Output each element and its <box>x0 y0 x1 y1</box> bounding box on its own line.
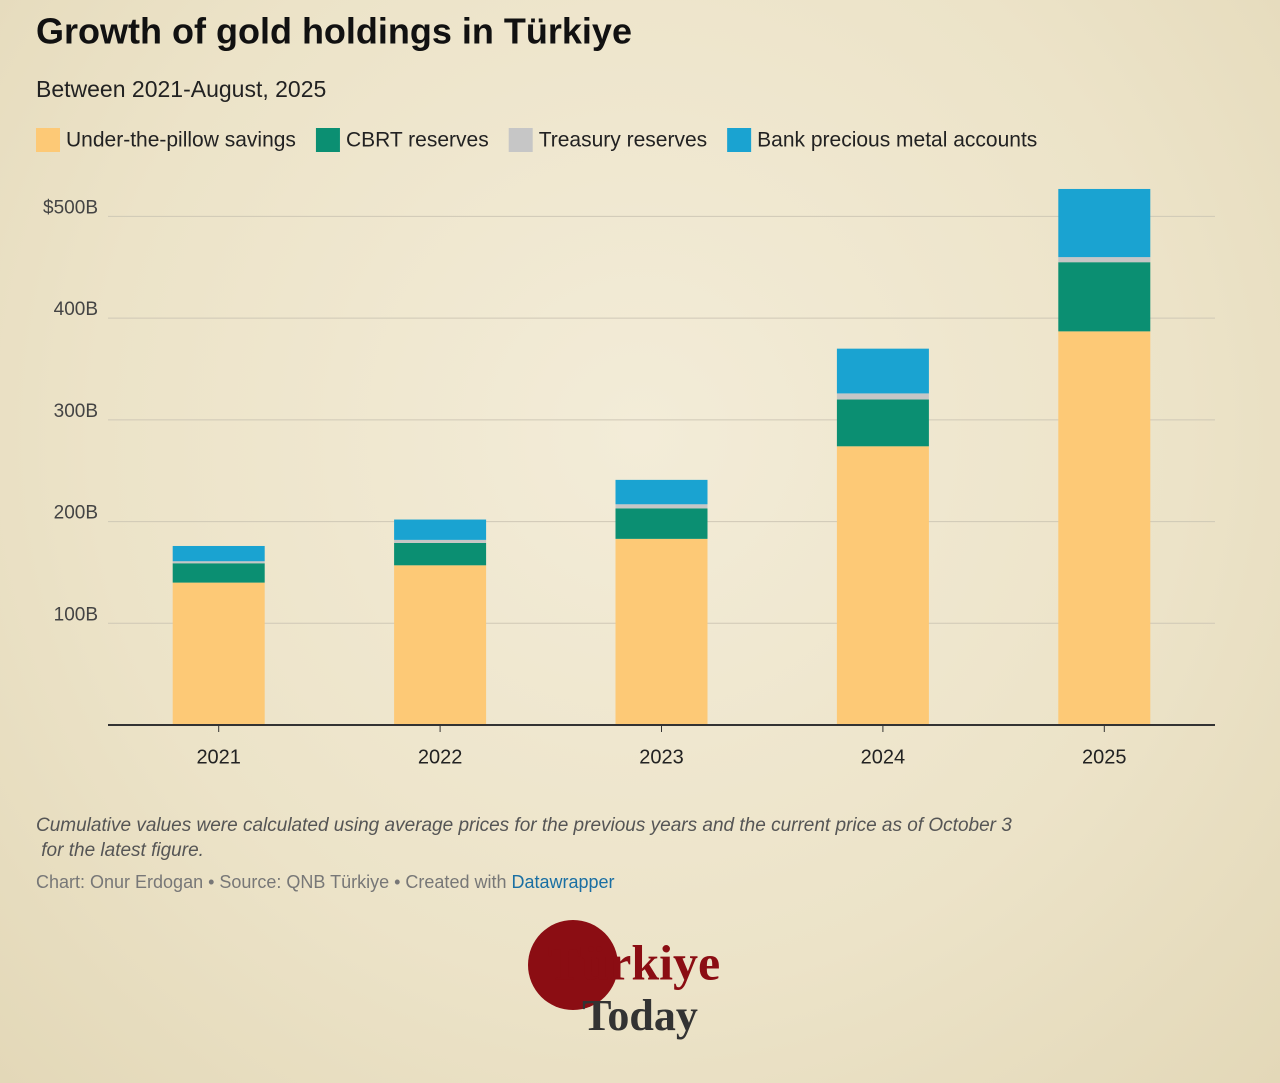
bar-segment <box>836 446 929 725</box>
chart-title: Growth of gold holdings in Türkiye <box>36 11 632 52</box>
credit-text: Chart: Onur Erdogan • Source: QNB Türkiy… <box>36 872 506 892</box>
logo-circle <box>528 920 618 1010</box>
legend-swatch <box>36 128 60 152</box>
bar-segment <box>836 399 929 447</box>
x-tick-label: 2023 <box>639 746 684 768</box>
x-tick-label: 2025 <box>1082 746 1127 768</box>
y-tick-label: 400B <box>54 299 98 320</box>
plot: 100B 200B 300B 400B $500B 2021 2022 2023 2024 202… <box>43 188 1215 768</box>
logo-bottom: Today <box>582 991 698 1040</box>
bar-segment <box>172 561 265 564</box>
bar-segment <box>836 393 929 400</box>
y-tick-label: $500B <box>43 197 98 218</box>
bar-segment <box>394 519 487 540</box>
legend: Under-the-pillow savings CBRT reserves Tre… <box>36 128 1037 152</box>
legend-swatch <box>727 128 752 152</box>
bar-segment <box>615 479 708 505</box>
bar-segment <box>1058 262 1151 332</box>
legend-swatch <box>315 128 340 152</box>
bar-segment <box>1058 331 1151 725</box>
legend-label: CBRT reserves <box>346 129 489 152</box>
x-tick-label: 2024 <box>861 746 906 768</box>
bar-segment <box>172 563 265 583</box>
chart-subtitle: Between 2021-August, 2025 <box>36 76 326 102</box>
note: Cumulative values were calculated using … <box>36 815 1012 861</box>
bar-segment <box>172 545 265 562</box>
logo-top: Türkiye <box>548 934 720 990</box>
legend-label: Bank precious metal accounts <box>757 129 1037 152</box>
bar-segment <box>836 348 929 394</box>
bar-segment <box>172 582 265 725</box>
legend-label: Treasury reserves <box>539 129 707 152</box>
y-tick-label: 300B <box>54 401 98 422</box>
x-tick-label: 2022 <box>418 746 463 768</box>
legend-swatch <box>508 128 533 152</box>
y-tick-label: 100B <box>54 604 98 625</box>
legend-label: Under-the-pillow savings <box>66 129 296 152</box>
bar-segment <box>394 542 487 566</box>
bar-segment <box>1058 257 1151 263</box>
x-tick-label: 2021 <box>196 746 241 768</box>
credit-link[interactable]: Datawrapper <box>512 872 615 892</box>
bar-segment <box>615 538 708 725</box>
bar-segment <box>394 539 487 543</box>
y-tick-label: 200B <box>54 503 98 524</box>
bar-segment <box>615 508 708 539</box>
bar-segment <box>394 565 487 725</box>
bar-segment <box>1058 188 1151 258</box>
bar-segment <box>615 504 708 509</box>
credit: Chart: Onur Erdogan • Source: QNB Türkiy… <box>36 872 615 892</box>
